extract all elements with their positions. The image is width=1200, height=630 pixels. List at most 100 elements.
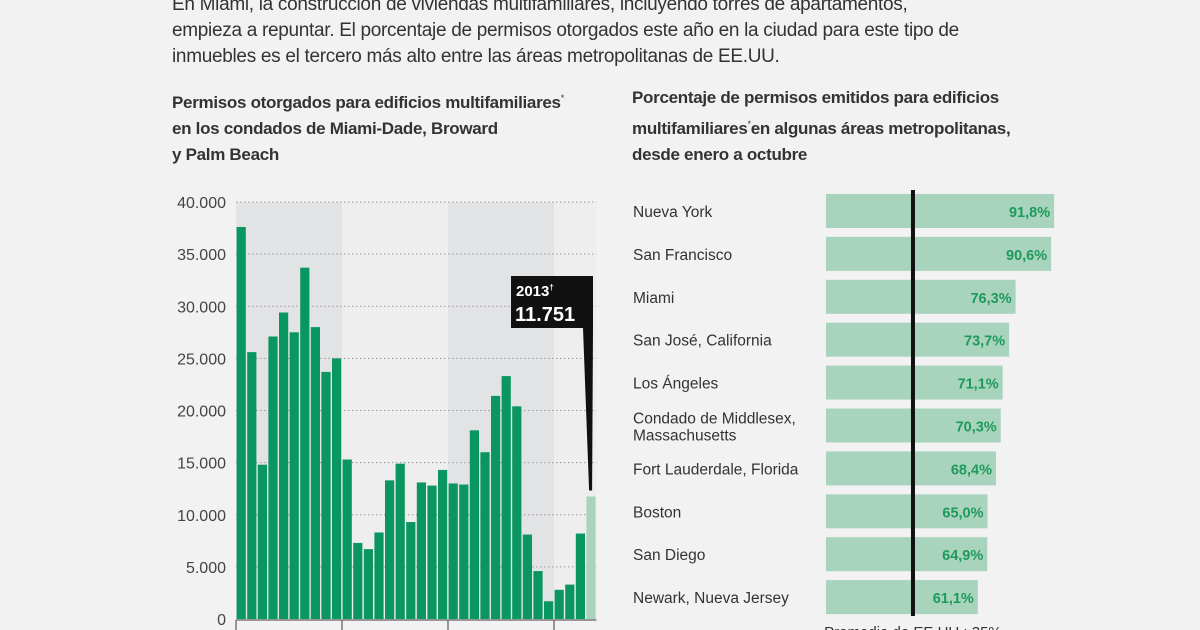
left-title-line: y Palm Beach	[172, 145, 279, 164]
bar-2000	[448, 483, 458, 619]
bar-1984	[279, 312, 289, 619]
metro-name-line: Fort Lauderdale, Florida	[633, 461, 799, 478]
bar-1996	[406, 522, 416, 619]
bar-1994	[385, 480, 395, 619]
bar-2010	[554, 589, 564, 619]
intro-line: empieza a repuntar. El porcentaje de per…	[172, 20, 959, 41]
intro-text: En Miami, la construcción de viviendas m…	[172, 0, 1072, 70]
bar-1992	[363, 549, 373, 619]
metro-value-label: 61,1%	[933, 591, 974, 607]
metro-bar	[826, 494, 988, 529]
us-average-label: Promedio de EE.UU.: 35%	[824, 624, 1002, 630]
bar-1988	[321, 371, 331, 619]
metro-name-line: Miami	[633, 290, 674, 307]
left-chart-title: Permisos otorgados para edificios multif…	[172, 85, 612, 168]
metro-value-label: 64,9%	[942, 548, 983, 564]
metro-name-label: Fort Lauderdale, Florida	[633, 461, 799, 478]
metro-name-line: Newark, Nueva Jersey	[633, 590, 789, 607]
y-tick-label: 10.000	[177, 508, 226, 525]
bar-2004	[491, 395, 501, 619]
metro-name-line: Los Ángeles	[633, 376, 719, 393]
bar-2011	[565, 584, 575, 619]
metro-name-label: Newark, Nueva Jersey	[633, 590, 789, 607]
permits-bar-chart: 0 5.000 10.000 15.000 20.000 25.000 30.000 35.0…	[177, 195, 597, 630]
bar-1997	[416, 482, 426, 619]
metro-bar	[826, 322, 1010, 357]
metro-bar	[826, 537, 988, 572]
bar-2008	[533, 571, 543, 619]
metro-value-label: 70,3%	[956, 420, 997, 436]
metro-name-line: Condado de Middlesex,	[633, 411, 796, 428]
callout-year: 2013†	[516, 283, 554, 300]
bar-1989	[332, 358, 342, 619]
bar-1983	[268, 336, 278, 619]
metro-name-label: Boston	[633, 504, 681, 521]
y-tick-label: 15.000	[177, 456, 226, 473]
bar-1998	[427, 485, 437, 619]
metro-value-label: 71,1%	[958, 377, 999, 393]
bar-2003	[480, 452, 490, 619]
bar-1981	[247, 352, 257, 619]
metro-name-label: San Diego	[633, 547, 705, 564]
bar-1990	[342, 459, 352, 619]
bar-1995	[395, 463, 405, 619]
bar-1991	[353, 542, 363, 619]
bar-2007	[522, 534, 532, 619]
y-tick-label: 20.000	[177, 404, 226, 421]
metro-bar	[826, 580, 978, 615]
bar-2005	[501, 376, 511, 619]
metro-name-line: San Diego	[633, 547, 705, 564]
bar-2002	[469, 430, 479, 619]
bar-1993	[374, 532, 384, 619]
metro-name-line: San José, California	[633, 333, 772, 350]
left-title-line: en los condados de Miami-Dade, Broward	[172, 119, 498, 138]
y-tick-label: 5.000	[186, 560, 226, 577]
metro-value-label: 65,0%	[942, 505, 983, 521]
bar-2012	[575, 533, 585, 619]
metro-name-label: Nueva York	[633, 204, 713, 221]
y-tick-label: 25.000	[177, 351, 226, 368]
metro-value-label: 73,7%	[964, 334, 1005, 350]
bar-1986	[300, 267, 310, 619]
metro-name-line: Nueva York	[633, 204, 713, 221]
bar-2009	[544, 601, 554, 619]
metro-value-label: 91,8%	[1009, 205, 1050, 221]
metro-name-label: Miami	[633, 290, 674, 307]
metro-name-label: San Francisco	[633, 247, 732, 264]
metro-percent-bar-chart: 91,8% Nueva York 90,6% San Francisco 76,3% Mi…	[633, 190, 1055, 630]
y-tick-label: 40.000	[177, 195, 226, 212]
bar-1980	[236, 227, 246, 619]
bar-1982	[257, 464, 267, 619]
metro-name-label: Los Ángeles	[633, 376, 719, 393]
footnote-mark: *	[747, 119, 752, 129]
bar-2013	[586, 496, 596, 619]
metro-name-line: Boston	[633, 504, 681, 521]
metro-name-label: San José, California	[633, 333, 772, 350]
metro-bar	[826, 279, 1016, 314]
callout-footnote-mark: †	[549, 283, 553, 292]
callout-value: 11.751	[515, 304, 575, 326]
y-tick-label: 30.000	[177, 299, 226, 316]
y-tick-label: 0	[217, 612, 226, 629]
callout-box	[511, 276, 593, 328]
right-title-line: en algunas áreas metropolitanas,	[750, 119, 1011, 138]
y-tick-label: 35.000	[177, 247, 226, 264]
left-title-line: Permisos otorgados para edificios multif…	[172, 93, 561, 112]
metro-name-line: Massachusetts	[633, 428, 737, 445]
callout-pointer	[583, 328, 593, 491]
metro-bar	[826, 236, 1052, 271]
bar-2006	[512, 406, 522, 619]
bar-1987	[310, 327, 320, 619]
intro-line: En Miami, la construcción de viviendas m…	[172, 0, 908, 15]
right-title-line: desde enero a octubre	[632, 145, 808, 164]
metro-value-label: 90,6%	[1006, 248, 1047, 264]
bar-1999	[438, 469, 448, 619]
right-chart-title: Porcentaje de permisos emitidos para edi…	[632, 85, 1072, 168]
metro-name-line: San Francisco	[633, 247, 732, 264]
metro-value-label: 68,4%	[951, 462, 992, 478]
metro-bar	[826, 194, 1055, 228]
bar-1985	[289, 332, 299, 619]
bar-2001	[459, 484, 469, 619]
metro-name-label: Condado de Middlesex, Massachusetts	[633, 411, 796, 445]
